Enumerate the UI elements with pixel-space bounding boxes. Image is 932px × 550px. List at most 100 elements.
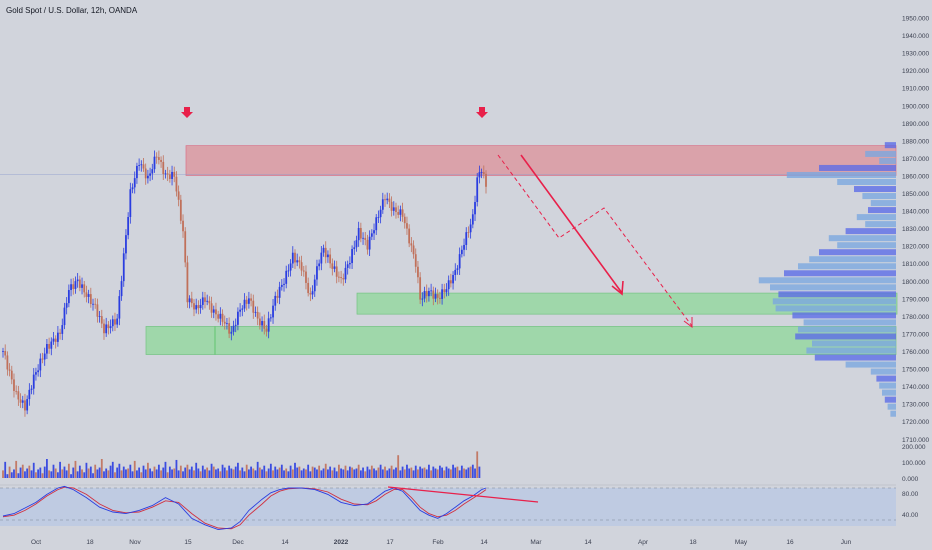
candle-body <box>430 290 433 292</box>
stochastic-tick-label: 80.00 <box>902 491 919 498</box>
volume-bar <box>392 469 395 478</box>
volume-profile-bar <box>879 382 896 389</box>
candle-body <box>46 344 48 354</box>
candle-body <box>35 372 37 375</box>
volume-bar <box>105 468 108 478</box>
volume-bar <box>140 472 143 478</box>
volume-bar <box>474 468 476 478</box>
price-tick-label: 1840.000 <box>902 209 929 216</box>
volume-profile-bar <box>876 375 896 382</box>
candle-body <box>118 296 121 319</box>
candle-body <box>267 318 270 332</box>
volume-bar <box>430 470 433 478</box>
volume-bar <box>43 466 46 478</box>
candle-body <box>261 321 263 326</box>
volume-bar <box>78 465 81 478</box>
volume-bar <box>190 466 193 478</box>
volume-bar <box>81 469 83 478</box>
price-tick-label: 1890.000 <box>902 121 929 128</box>
volume-bar <box>153 466 156 478</box>
candle-body <box>353 247 356 250</box>
volume-bar <box>217 468 220 478</box>
candle-body <box>56 332 59 342</box>
volume-bar <box>122 466 125 478</box>
volume-bar <box>13 469 15 478</box>
volume-bar <box>100 459 103 478</box>
volume-bar <box>98 467 101 478</box>
volume-bar <box>19 467 22 478</box>
volume-bar <box>324 463 327 478</box>
volume-bar <box>237 462 239 478</box>
volume-bar <box>92 473 94 478</box>
candle-body <box>454 269 457 275</box>
volume-bar <box>74 460 77 478</box>
candle-body <box>138 165 141 166</box>
volume-bar <box>320 470 323 478</box>
volume-bar <box>59 461 61 478</box>
volume-bar <box>6 474 9 478</box>
time-tick-label: Oct <box>31 539 41 546</box>
candle-body <box>436 294 439 298</box>
volume-profile-bar <box>837 178 896 186</box>
volume-profile-bar <box>870 368 896 375</box>
volume-profile-bar <box>770 284 896 291</box>
candle-body <box>195 305 198 310</box>
price-tick-label: 1780.000 <box>902 314 929 321</box>
volume-bar <box>234 466 237 478</box>
volume-bar <box>32 462 35 478</box>
volume-bar <box>471 464 474 478</box>
volume-bar <box>278 467 281 478</box>
candle-body <box>355 240 358 248</box>
candle-body <box>476 177 479 202</box>
volume-bar <box>136 470 138 478</box>
candle-body <box>417 266 419 278</box>
candle-body <box>2 351 4 352</box>
time-tick-label: 15 <box>184 539 192 546</box>
candle-body <box>221 313 224 322</box>
volume-bar <box>17 473 20 478</box>
volume-bar <box>254 470 257 478</box>
volume-bar <box>438 465 441 478</box>
time-tick-label: 16 <box>786 539 794 546</box>
volume-bar <box>157 464 160 478</box>
volume-bar <box>96 469 99 478</box>
volume-bar <box>364 471 367 478</box>
volume-profile-bar <box>856 214 896 221</box>
price-tick-label: 1790.000 <box>902 296 929 303</box>
candle-body <box>441 289 443 299</box>
volume-profile-bar <box>812 340 896 347</box>
time-tick-label: 14 <box>281 539 289 546</box>
volume-bar <box>164 461 167 478</box>
volume-bar <box>287 471 290 478</box>
candle-body <box>147 175 149 179</box>
volume-profile-bar <box>795 333 896 340</box>
volume-bar <box>177 470 180 478</box>
volume-bar <box>447 468 450 478</box>
candle-body <box>103 323 105 334</box>
candle-body <box>305 271 307 283</box>
candle-body <box>219 313 222 319</box>
volume-bar <box>280 464 283 478</box>
candle-body <box>100 316 103 324</box>
price-tick-label: 1900.000 <box>902 103 929 110</box>
candle-body <box>250 298 252 301</box>
candle-body <box>485 173 487 187</box>
volume-bar <box>184 467 187 478</box>
volume-bar <box>344 465 347 478</box>
candle-body <box>74 281 77 289</box>
candle-body <box>388 198 391 202</box>
candle-body <box>425 291 428 297</box>
candle-body <box>364 237 367 240</box>
volume-bar <box>401 466 404 478</box>
volume-bar <box>390 465 393 478</box>
volume-bar <box>419 466 422 478</box>
volume-profile-bar <box>809 256 896 263</box>
candle-body <box>166 173 169 175</box>
candle-body <box>340 277 342 279</box>
time-tick-label: Feb <box>432 539 444 546</box>
projection-path-dashed <box>497 154 693 327</box>
candle-body <box>272 305 274 318</box>
candle-body <box>406 223 408 229</box>
volume-bar <box>342 469 345 478</box>
